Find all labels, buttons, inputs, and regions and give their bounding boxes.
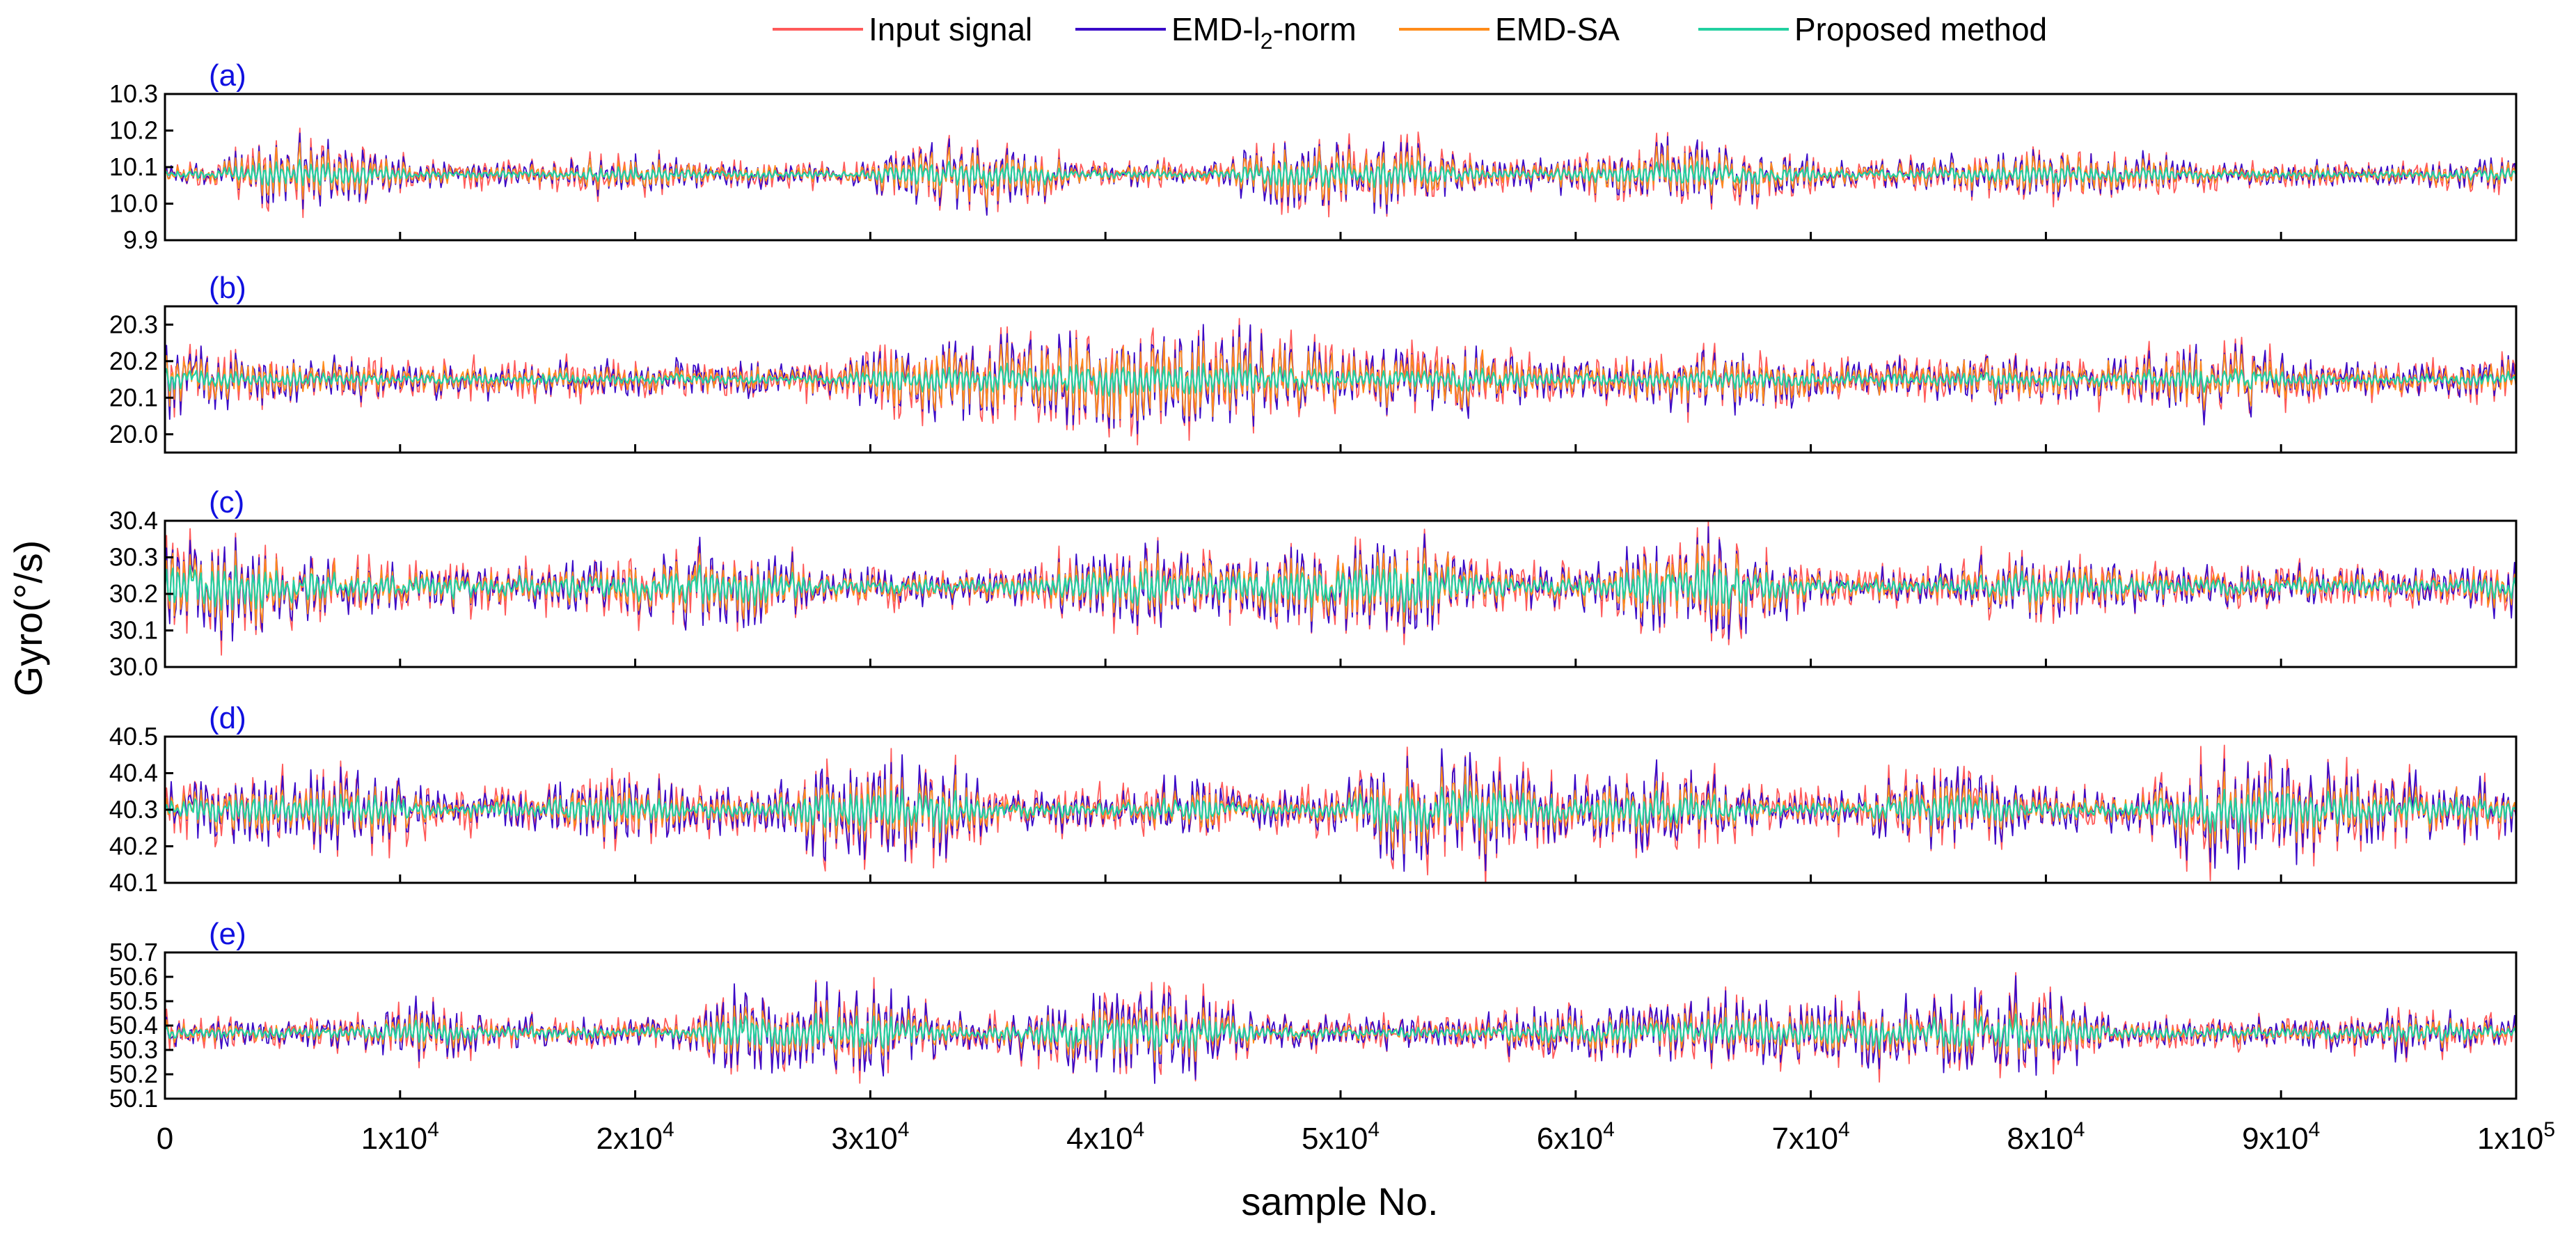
y-tick-label: 50.3 [109, 1035, 158, 1064]
legend-item-proposed-method: Proposed method [1698, 11, 2047, 47]
series-line-proposed-method [165, 560, 2516, 613]
y-tick-label: 20.0 [109, 420, 158, 448]
legend-label: EMD-SA [1495, 11, 1620, 47]
y-tick-label: 30.4 [109, 506, 158, 535]
series-line-emd-l2-norm [165, 324, 2516, 434]
y-tick-label: 20.1 [109, 383, 158, 411]
y-tick-label: 50.6 [109, 962, 158, 991]
y-tick-label: 10.1 [109, 152, 158, 181]
panel-frame [164, 951, 2518, 1100]
series-line-proposed-method [165, 159, 2516, 189]
panels: 9.9 10.0 10.1 10.2 10.3 (a) 20.0 20.1 20.2 20.3 (b… [109, 58, 2518, 1113]
x-tick-label: 3x104 [831, 1118, 909, 1156]
x-tick-label: 8x104 [2007, 1118, 2085, 1156]
series-line-input-signal [165, 127, 2516, 219]
y-tick-label: 30.3 [109, 543, 158, 572]
y-axis-title: Gyro(°/s) [6, 540, 50, 697]
x-tick-label: 4x104 [1066, 1118, 1144, 1156]
series-line-emd-l2-norm [165, 975, 2516, 1084]
x-tick-label: 5x104 [1302, 1118, 1380, 1156]
y-tick-label: 10.0 [109, 189, 158, 218]
y-tick-label: 50.5 [109, 987, 158, 1015]
panel-label: (d) [209, 701, 246, 735]
y-tick-label: 40.5 [109, 722, 158, 751]
series-group [165, 127, 2516, 219]
series-group [165, 972, 2516, 1084]
panel-d: 40.1 40.2 40.3 40.4 40.5 (d) [109, 701, 2518, 897]
x-axis-tick-labels: 0 1x104 2x104 3x104 4x104 5x104 6x104 7x104 8x10… [157, 1118, 2555, 1156]
y-tick-label: 20.3 [109, 310, 158, 338]
panel-e: 50.150.250.350.450.550.650.7 (e) [109, 917, 2518, 1113]
y-tick-label: 50.7 [109, 938, 158, 966]
series-line-proposed-method [165, 362, 2516, 397]
y-tick-label: 10.3 [109, 79, 158, 108]
x-tick-label: 2x104 [596, 1118, 674, 1156]
x-tick-label: 1x104 [361, 1118, 439, 1156]
panel-a: 9.9 10.0 10.1 10.2 10.3 (a) [109, 58, 2518, 254]
series-line-proposed-method [165, 784, 2516, 834]
x-tick-label: 1x105 [2477, 1118, 2555, 1156]
y-tick-label: 50.4 [109, 1011, 158, 1039]
series-group [165, 317, 2516, 446]
series-line-emd-sa [165, 336, 2516, 421]
legend-item-emd-l2-norm: EMD-l2-norm [1075, 11, 1357, 54]
y-tick-label: 40.1 [109, 868, 158, 897]
legend-label: EMD-l2-norm [1171, 11, 1357, 54]
series-line-proposed-method [165, 1012, 2516, 1052]
y-tick-label: 40.2 [109, 832, 158, 861]
series-line-emd-sa [165, 1000, 2516, 1063]
x-tick-label: 6x104 [1537, 1118, 1615, 1156]
legend-label: Input signal [869, 11, 1032, 47]
series-group [165, 521, 2516, 656]
panel-b: 20.0 20.1 20.2 20.3 (b) [109, 271, 2518, 454]
y-tick-label: 20.2 [109, 347, 158, 375]
x-tick-label: 7x104 [1772, 1118, 1850, 1156]
series-line-input-signal [165, 972, 2516, 1084]
panel-label: (c) [209, 485, 244, 519]
panel-label: (e) [209, 917, 246, 951]
y-tick-label: 40.3 [109, 795, 158, 824]
x-tick-label: 0 [157, 1122, 173, 1156]
y-tick-label: 40.4 [109, 759, 158, 787]
y-tick-label: 50.1 [109, 1084, 158, 1113]
x-tick-label: 9x104 [2242, 1118, 2320, 1156]
panel-label: (a) [209, 58, 246, 93]
series-group [165, 744, 2516, 883]
legend-item-emd-sa: EMD-SA [1399, 11, 1620, 47]
panel-label: (b) [209, 271, 246, 305]
legend-label: Proposed method [1794, 11, 2047, 47]
y-tick-label: 10.2 [109, 116, 158, 145]
x-axis-title: sample No. [1241, 1179, 1438, 1223]
y-tick-label: 50.2 [109, 1060, 158, 1088]
panel-frame [164, 305, 2518, 454]
y-tick-label: 30.1 [109, 616, 158, 645]
panel-frame [164, 93, 2518, 242]
legend: Input signal EMD-l2-norm EMD-SA Proposed me… [773, 11, 2047, 54]
y-tick-label: 30.0 [109, 652, 158, 681]
legend-item-input-signal: Input signal [773, 11, 1032, 47]
y-tick-label: 9.9 [123, 226, 158, 254]
panel-c: 30.0 30.1 30.2 30.3 30.4 (c) [109, 485, 2518, 681]
y-tick-label: 30.2 [109, 579, 158, 608]
